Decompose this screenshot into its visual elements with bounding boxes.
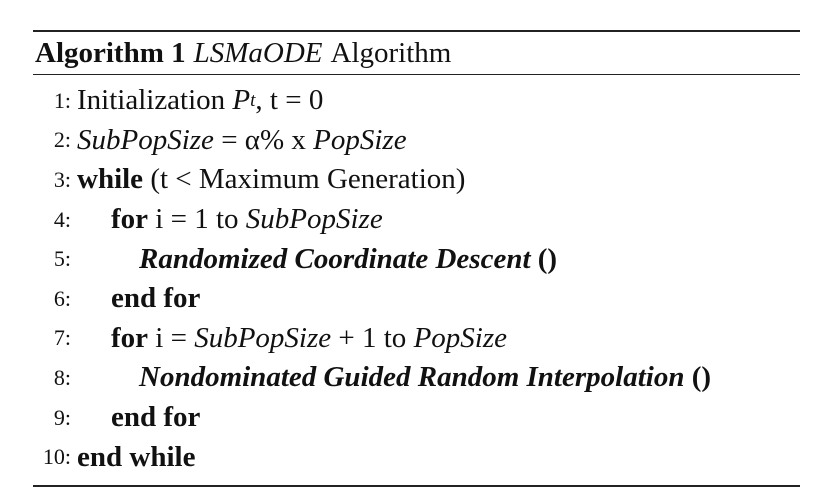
line-text: Initialization (77, 84, 226, 117)
line-8: 8: Nondominated Guided Random Interpolat… (33, 358, 800, 398)
variable: SubPopSize (194, 321, 332, 354)
line-9: 9: end for (33, 398, 800, 438)
line-6: 6: end for (33, 279, 800, 319)
expression: + 1 to (331, 321, 414, 354)
algorithm-suffix: Algorithm (330, 36, 452, 69)
keyword: end while (77, 440, 196, 473)
line-4: 4: for i = 1 to SubPopSize (33, 200, 800, 240)
line-number: 8: (53, 364, 71, 390)
line-number: 2: (53, 127, 71, 153)
procedure-call: Randomized Coordinate Descent (139, 242, 531, 275)
keyword: end for (111, 282, 201, 315)
line-2: 2: SubPopSize = α% x PopSize (33, 121, 800, 161)
line-number: 10: (42, 444, 71, 470)
expression: i = (148, 321, 195, 354)
variable: PopSize (413, 321, 507, 354)
keyword: for (111, 203, 149, 236)
condition: (t < Maximum Generation) (143, 163, 466, 196)
line-number: 1: (53, 87, 71, 113)
algorithm-title: Algorithm 1 LSMaODE Algorithm (33, 32, 800, 74)
variable: P (232, 84, 251, 117)
algorithm-block: Algorithm 1 LSMaODE Algorithm 1: Initial… (33, 30, 800, 487)
line-number: 7: (53, 325, 71, 351)
algorithm-label: Algorithm 1 (35, 36, 186, 69)
keyword: for (111, 321, 149, 354)
variable: PopSize (313, 123, 407, 156)
call-parens: () (530, 242, 558, 275)
line-number: 5: (53, 246, 71, 272)
line-10: 10: end while (33, 437, 800, 477)
variable: SubPopSize (77, 123, 214, 156)
call-parens: () (684, 361, 712, 394)
line-text-rest: , t = 0 (255, 84, 324, 117)
variable: SubPopSize (245, 203, 383, 236)
line-number: 3: (53, 166, 71, 192)
line-7: 7: for i = SubPopSize + 1 to PopSize (33, 319, 800, 359)
keyword: while (77, 163, 144, 196)
top-rule (33, 30, 800, 32)
line-number: 6: (53, 285, 71, 311)
expression: i = 1 to (148, 203, 246, 236)
line-number: 4: (53, 206, 71, 232)
line-5: 5: Randomized Coordinate Descent () (33, 239, 800, 279)
line-3: 3: while (t < Maximum Generation) (33, 160, 800, 200)
algorithm-name: LSMaODE (193, 36, 323, 69)
keyword: end for (111, 401, 201, 434)
line-number: 9: (53, 404, 71, 430)
subscript: t (250, 89, 256, 111)
title-rule (33, 74, 800, 75)
procedure-call: Nondominated Guided Random Interpolation (139, 361, 685, 394)
expression: = α% x (213, 123, 314, 156)
